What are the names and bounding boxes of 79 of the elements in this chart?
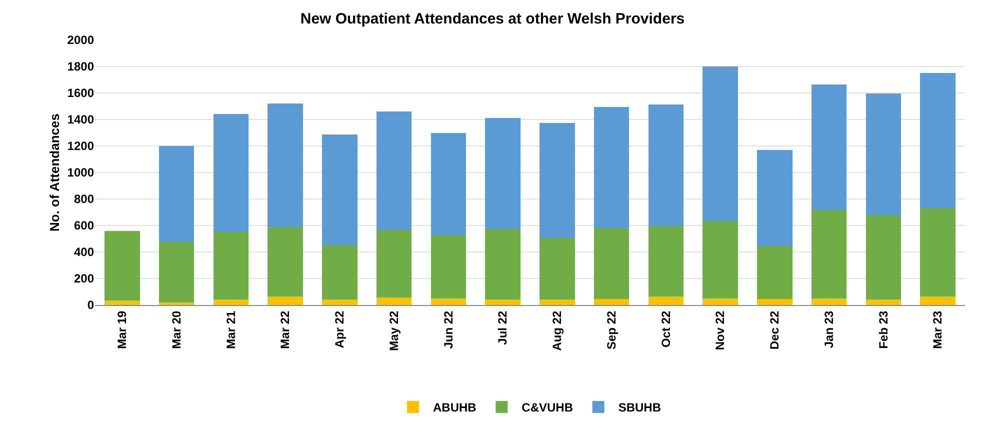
x-tick-label: Jun 22 [441,310,456,349]
y-tick-label: 2000 [67,33,94,48]
bar [540,122,575,238]
bar [376,112,412,230]
bar [158,302,194,305]
legend-label: SBUHB [618,400,662,415]
bar [268,104,303,227]
bar [540,300,575,305]
y-tick-label: 600 [74,218,94,233]
bar [702,66,738,221]
bar [594,106,630,228]
legend-label: C&VUHB [522,400,574,415]
bar [920,73,956,208]
x-tick-label: Mar 23 [930,310,945,349]
bar [866,214,902,300]
bar [430,132,466,235]
bar [322,134,358,245]
x-tick-label: Jul 22 [496,310,510,345]
bar [702,298,738,305]
x-tick-label: Mar 21 [224,310,238,349]
bar [811,298,847,305]
bar [648,104,684,226]
legend-label: ABUHB [433,400,477,415]
y-axis-title: No. of Attendances [47,114,62,232]
x-tick-label: Nov 22 [713,310,728,350]
x-tick-label: Jan 23 [822,310,836,348]
bar [540,238,575,300]
x-tick-label: May 22 [386,310,401,351]
bar [594,299,630,305]
y-tick-label: 800 [74,192,94,206]
bar [757,150,792,246]
bar [213,231,249,300]
bar [213,300,249,305]
y-tick-label: 1800 [67,60,94,74]
bar [920,296,956,305]
bar [322,244,358,300]
chart-title: New Outpatient Attendances at other Welsh Providers [300,10,685,28]
bar [594,227,630,300]
y-tick-label: 1600 [67,86,94,100]
y-tick-label: 400 [74,245,94,260]
x-tick-label: Dec 22 [768,310,782,350]
bar [158,242,194,302]
x-tick-label: Aug 22 [550,310,564,351]
bar [757,299,792,305]
bar [485,300,520,305]
y-tick-label: 1400 [67,112,94,127]
bar [757,246,792,300]
bar [213,114,249,232]
bar [430,298,466,305]
y-tick-label: 1000 [67,166,94,180]
bar [866,300,902,305]
x-tick-label: Mar 20 [169,310,184,349]
bar [648,226,684,296]
bar [648,296,684,305]
bar [268,296,303,305]
bar [376,229,412,298]
bar [376,298,412,305]
bar [322,300,358,305]
x-tick-label: Feb 23 [876,310,890,349]
x-tick-label: Oct 22 [658,310,673,348]
bar [811,210,847,298]
bar [485,228,520,300]
bar [158,146,194,242]
bar [702,220,738,298]
bar [811,84,847,210]
bar [430,234,466,298]
bar [268,226,303,296]
bar [104,230,140,300]
y-tick-label: 200 [74,272,94,286]
y-tick-label: 1200 [67,139,94,154]
x-tick-label: Mar 22 [278,310,292,349]
y-tick-label: 0 [87,298,94,312]
x-tick-label: Apr 22 [332,310,347,348]
bar [866,94,902,215]
bar [920,208,956,296]
bar [485,118,520,229]
bar [104,300,140,305]
x-tick-label: Mar 19 [115,310,130,349]
x-tick-label: Sep 22 [604,310,618,350]
